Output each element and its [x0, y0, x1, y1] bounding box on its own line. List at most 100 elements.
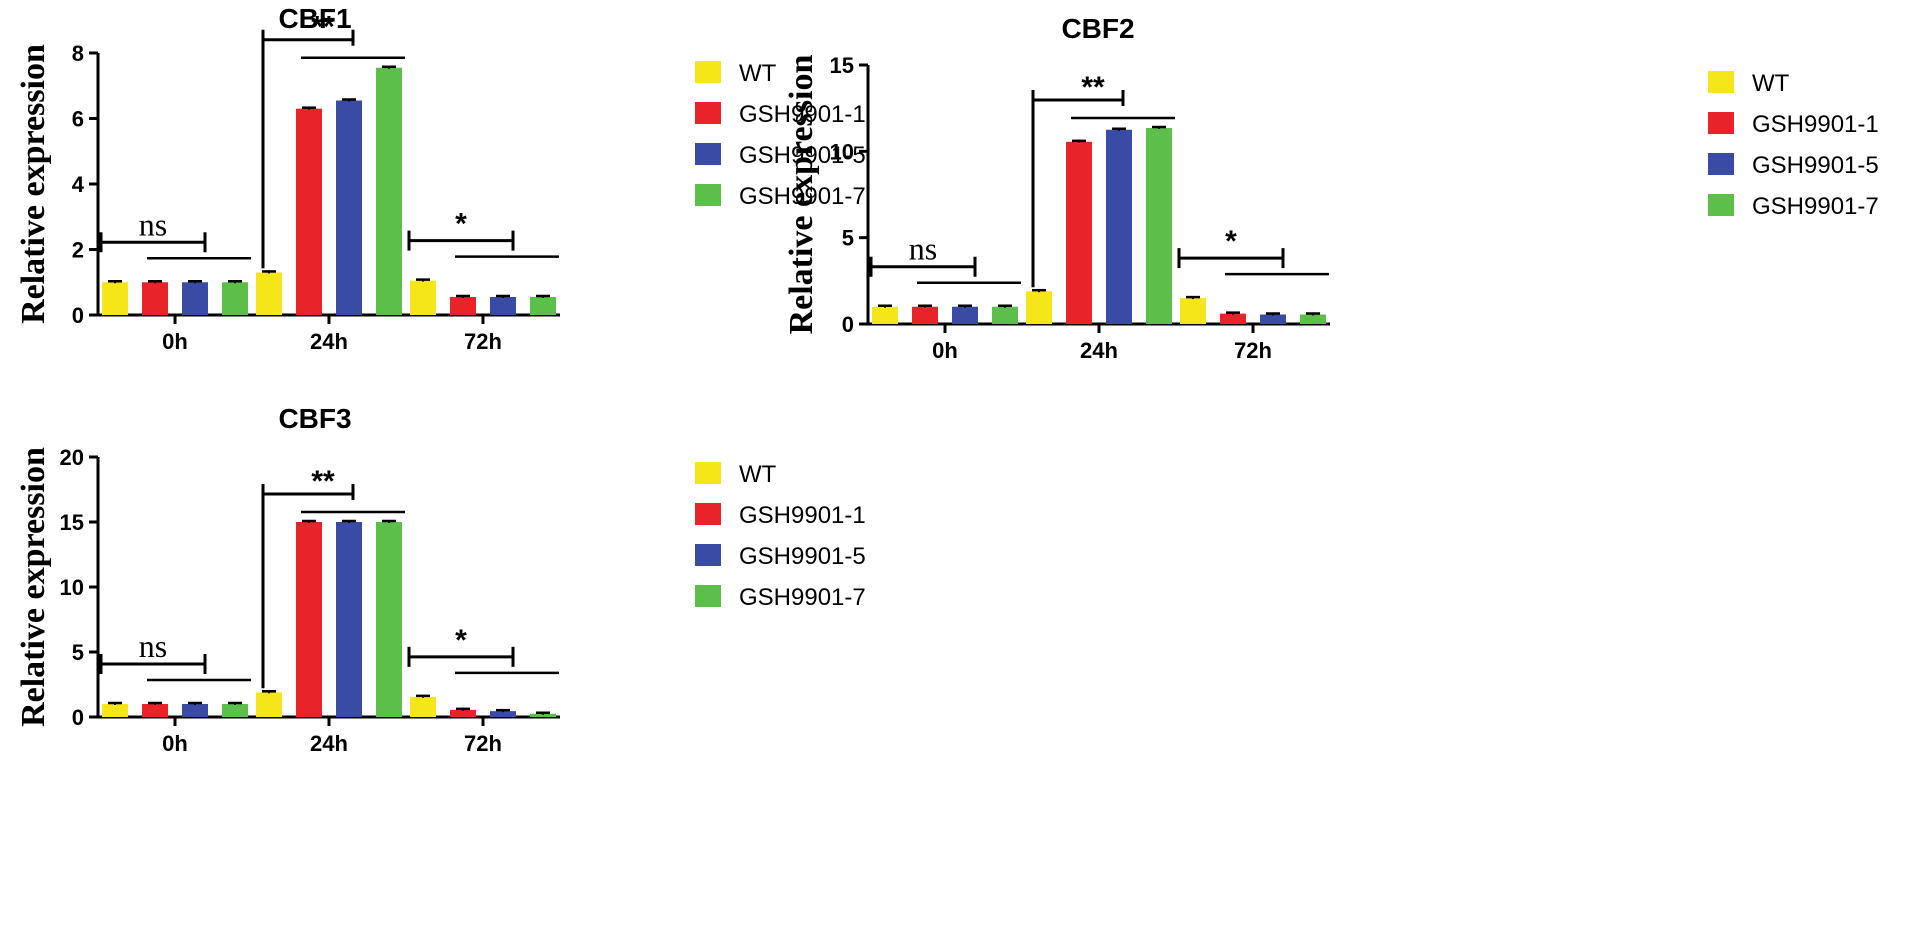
x-tick-label: 24h	[310, 329, 348, 354]
y-tick-label: 5	[72, 640, 84, 665]
sig-label: *	[455, 208, 467, 241]
y-axis-label: Relative expression	[15, 447, 52, 727]
x-tick-label: 72h	[464, 329, 502, 354]
bar-gsh9901-7-24h	[1146, 128, 1172, 324]
legend-label: GSH9901-1	[1752, 111, 1879, 138]
y-axis-label: Relative expression	[15, 44, 52, 324]
bar-gsh9901-5-72h	[490, 711, 516, 717]
bar-gsh9901-5-72h	[490, 296, 516, 315]
bar-gsh9901-1-0h	[142, 704, 168, 717]
y-tick-label: 15	[60, 510, 84, 535]
legend-label: GSH9901-7	[1752, 193, 1879, 220]
legend-label: GSH9901-1	[739, 101, 866, 128]
bar-wt-72h	[410, 280, 436, 315]
bar-gsh9901-7-24h	[376, 522, 402, 717]
legend-swatch	[695, 585, 721, 607]
sig-label: ns	[139, 206, 167, 242]
x-tick-label: 0h	[162, 731, 188, 756]
x-tick-label: 0h	[932, 338, 958, 363]
legend-swatch	[695, 102, 721, 124]
bar-gsh9901-7-72h	[1300, 314, 1326, 324]
legend-label: GSH9901-7	[739, 584, 866, 611]
x-tick-label: 24h	[1080, 338, 1118, 363]
sig-label: **	[311, 11, 335, 44]
bar-gsh9901-7-0h	[992, 306, 1018, 324]
bar-gsh9901-1-72h	[1220, 313, 1246, 324]
bar-gsh9901-5-24h	[1106, 129, 1132, 324]
bar-wt-72h	[410, 696, 436, 717]
y-tick-label: 5	[842, 226, 854, 251]
bar-gsh9901-7-0h	[222, 282, 248, 315]
y-tick-label: 0	[842, 312, 854, 337]
x-tick-label: 72h	[1234, 338, 1272, 363]
sig-label: **	[1081, 71, 1105, 104]
sig-label: ns	[139, 628, 167, 664]
legend-swatch	[1708, 153, 1734, 175]
legend-swatch	[1708, 112, 1734, 134]
legend: WT GSH9901-1 GSH9901-5 GSH9901-7	[1708, 70, 1879, 220]
sig-label: *	[1225, 225, 1237, 258]
legend-swatch	[695, 503, 721, 525]
legend-swatch	[695, 184, 721, 206]
bar-gsh9901-1-24h	[296, 522, 322, 717]
sig-label: **	[311, 465, 335, 498]
sig-label: ns	[909, 231, 937, 267]
bar-gsh9901-5-24h	[336, 100, 362, 315]
legend-swatch	[1708, 71, 1734, 93]
bar-gsh9901-7-0h	[222, 704, 248, 717]
bar-wt-24h	[1026, 291, 1052, 324]
y-tick-label: 8	[72, 41, 84, 66]
bar-gsh9901-1-24h	[296, 108, 322, 315]
bar-gsh9901-1-24h	[1066, 141, 1092, 324]
bar-wt-72h	[1180, 298, 1206, 324]
y-tick-label: 4	[72, 172, 85, 197]
legend-swatch	[695, 544, 721, 566]
x-tick-label: 24h	[310, 731, 348, 756]
bar-gsh9901-5-24h	[336, 522, 362, 717]
legend-label: GSH9901-5	[739, 142, 866, 169]
y-axis-label: Relative expression	[783, 54, 820, 334]
chart-title: CBF3	[278, 403, 351, 434]
legend-label: WT	[739, 60, 777, 87]
bar-wt-0h	[102, 704, 128, 717]
bar-gsh9901-5-0h	[952, 306, 978, 324]
legend-label: GSH9901-7	[739, 183, 866, 210]
y-tick-label: 10	[830, 139, 854, 164]
chart-title: CBF2	[1061, 13, 1134, 44]
y-tick-label: 0	[72, 303, 84, 328]
legend-swatch	[695, 143, 721, 165]
legend-label: WT	[1752, 70, 1790, 97]
bar-gsh9901-1-0h	[142, 282, 168, 315]
legend-label: WT	[739, 461, 777, 488]
legend-swatch	[695, 61, 721, 83]
chart-panel-cbf1: CBF1 Relative expression 0 2 4 6 8 0h ns 24h ** 72h…	[15, 3, 866, 354]
bar-wt-24h	[256, 272, 282, 315]
chart-panel-cbf2: CBF2 Relative expression 0 5 10 15 0h ns 24h ** 72…	[783, 13, 1879, 363]
bar-gsh9901-7-72h	[530, 713, 556, 717]
legend-label: GSH9901-1	[739, 502, 866, 529]
y-tick-label: 0	[72, 705, 84, 730]
bar-gsh9901-7-24h	[376, 67, 402, 315]
sig-label: *	[455, 624, 467, 657]
bar-gsh9901-1-72h	[450, 709, 476, 717]
y-tick-label: 20	[60, 445, 84, 470]
bar-gsh9901-5-0h	[182, 282, 208, 315]
legend: WT GSH9901-1 GSH9901-5 GSH9901-7	[695, 461, 866, 611]
chart-title: CBF1	[278, 3, 351, 34]
legend-label: GSH9901-5	[739, 543, 866, 570]
y-tick-label: 6	[72, 107, 84, 132]
legend-swatch	[695, 462, 721, 484]
bar-gsh9901-1-72h	[450, 296, 476, 315]
bar-wt-0h	[872, 306, 898, 324]
legend-label: GSH9901-5	[1752, 152, 1879, 179]
legend-swatch	[1708, 194, 1734, 216]
y-tick-label: 2	[72, 238, 84, 263]
bar-gsh9901-1-0h	[912, 306, 938, 324]
y-tick-label: 15	[830, 53, 854, 78]
y-tick-label: 10	[60, 575, 84, 600]
legend: WT GSH9901-1 GSH9901-5 GSH9901-7	[695, 60, 866, 210]
x-tick-label: 72h	[464, 731, 502, 756]
